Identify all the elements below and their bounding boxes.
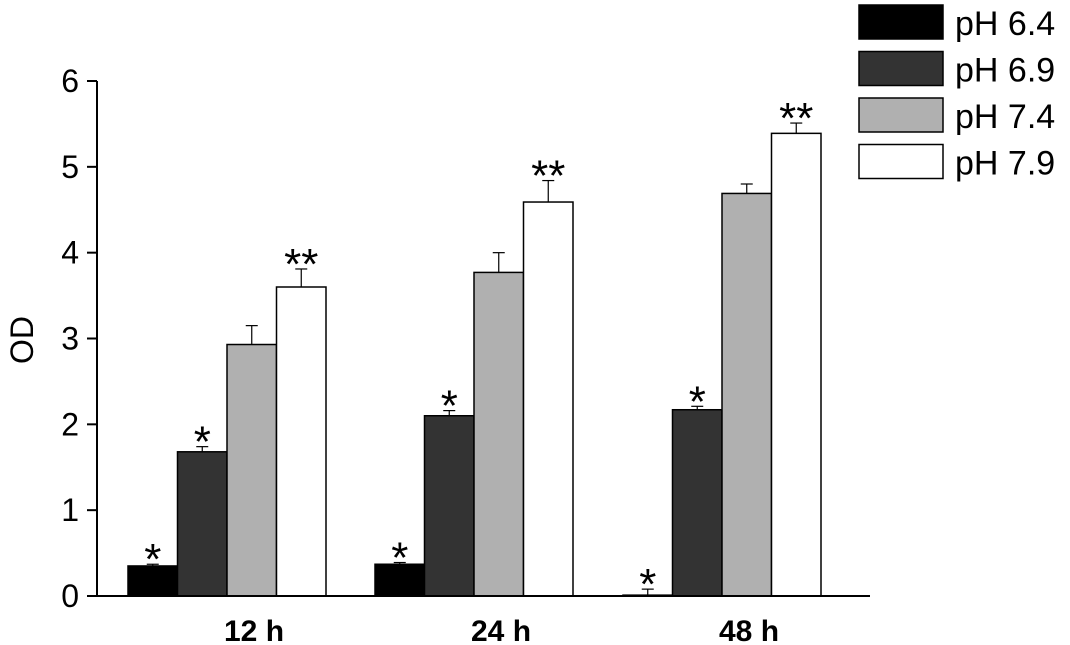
x-tick-label: 24 h (471, 615, 531, 645)
bar (423, 415, 475, 597)
x-tick-label: 12 h (224, 615, 284, 645)
significance-marker: * (441, 382, 458, 431)
significance-marker: * (639, 560, 656, 609)
legend-swatch (858, 97, 944, 133)
legend-swatch (858, 4, 944, 40)
bar (127, 565, 179, 597)
bar (176, 451, 228, 597)
y-axis-label: OD (4, 316, 40, 364)
y-tick-label: 0 (61, 578, 79, 614)
legend-label: pH 6.9 (955, 52, 1055, 90)
y-tick-label: 2 (61, 406, 79, 442)
bar (275, 286, 327, 597)
y-tick-label: 5 (61, 149, 79, 185)
significance-marker: * (689, 377, 706, 426)
significance-marker: * (144, 535, 161, 584)
y-tick-label: 6 (61, 63, 79, 99)
legend-label: pH 7.4 (955, 98, 1055, 136)
bar (770, 132, 822, 597)
legend-label: pH 7.9 (955, 145, 1055, 183)
bar (721, 192, 773, 597)
bar (226, 343, 278, 597)
significance-marker: ** (531, 152, 565, 201)
bar (522, 201, 574, 597)
significance-marker: ** (284, 240, 318, 289)
legend-swatch (858, 143, 944, 180)
y-tick-label: 1 (61, 492, 79, 528)
legend-swatch (858, 50, 944, 87)
bar (473, 271, 525, 597)
y-tick-label: 4 (61, 235, 79, 271)
legend: pH 6.4 pH 6.9 pH 7.4 pH 7.9 (858, 4, 1055, 183)
significance-marker: * (391, 534, 408, 583)
y-tick-label: 3 (61, 321, 79, 357)
significance-marker: * (194, 418, 211, 467)
significance-marker: ** (779, 94, 813, 143)
bar (671, 408, 723, 597)
legend-label: pH 6.4 (955, 5, 1055, 43)
x-tick-label: 48 h (719, 615, 779, 645)
